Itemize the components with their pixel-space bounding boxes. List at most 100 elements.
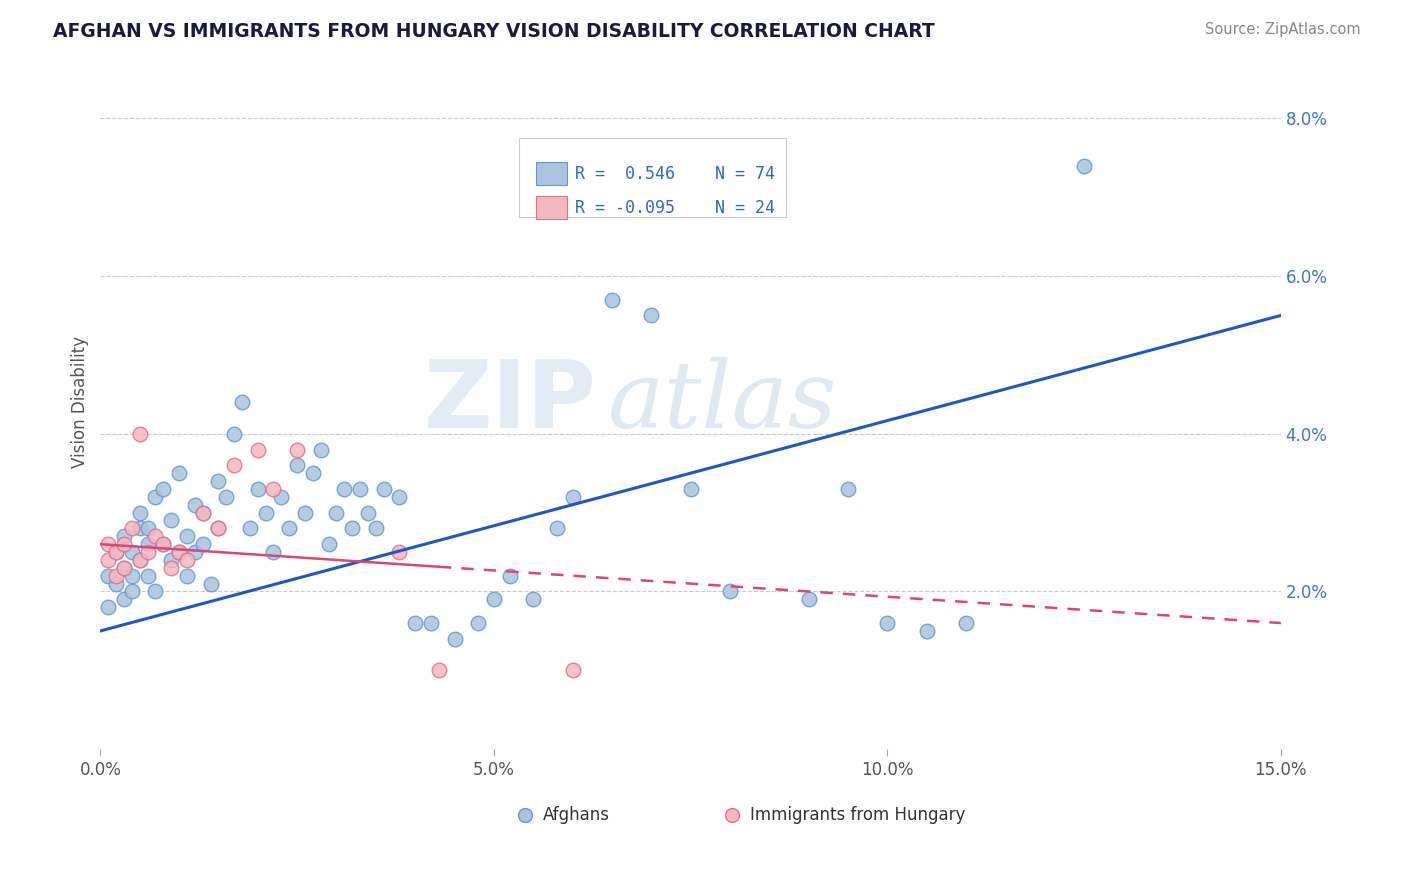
Point	[105, 568, 128, 582]
Point	[246, 482, 269, 496]
Point	[797, 592, 820, 607]
Text: Source: ZipAtlas.com: Source: ZipAtlas.com	[1205, 22, 1361, 37]
Point	[191, 506, 214, 520]
Point	[167, 466, 190, 480]
Point	[498, 568, 520, 582]
Point	[121, 584, 143, 599]
Point	[482, 592, 505, 607]
Point	[309, 442, 332, 457]
Point	[112, 592, 135, 607]
Point	[270, 490, 292, 504]
Point	[128, 553, 150, 567]
Point	[340, 521, 363, 535]
Point	[224, 426, 246, 441]
Point	[215, 490, 238, 504]
Point	[145, 584, 167, 599]
Point	[128, 426, 150, 441]
Point	[136, 545, 159, 559]
Point	[160, 561, 183, 575]
Point	[121, 521, 143, 535]
Point	[349, 482, 371, 496]
Point	[357, 506, 380, 520]
Point	[160, 514, 183, 528]
Point	[112, 537, 135, 551]
Point	[254, 506, 277, 520]
Point	[97, 568, 120, 582]
Point	[176, 529, 198, 543]
Point	[136, 537, 159, 551]
Point	[419, 615, 441, 630]
Point	[152, 537, 174, 551]
Point	[955, 615, 977, 630]
Point	[152, 482, 174, 496]
Point	[718, 584, 741, 599]
Text: Afghans: Afghans	[543, 806, 610, 824]
Point	[160, 553, 183, 567]
Y-axis label: Vision Disability: Vision Disability	[72, 336, 89, 468]
Point	[105, 576, 128, 591]
Point	[136, 521, 159, 535]
Point	[184, 498, 207, 512]
Point	[112, 529, 135, 543]
Point	[191, 506, 214, 520]
Point	[224, 458, 246, 473]
Point	[1073, 159, 1095, 173]
Point	[152, 537, 174, 551]
Point	[404, 615, 426, 630]
Point	[640, 309, 662, 323]
Point	[145, 529, 167, 543]
Point	[561, 490, 583, 504]
Point	[522, 592, 544, 607]
Point	[207, 521, 229, 535]
Point	[278, 521, 301, 535]
Text: R = -0.095    N = 24: R = -0.095 N = 24	[575, 199, 775, 217]
Point	[136, 568, 159, 582]
Text: atlas: atlas	[607, 357, 838, 447]
Point	[302, 466, 325, 480]
Point	[876, 615, 898, 630]
Point	[128, 506, 150, 520]
Point	[97, 537, 120, 551]
Point	[128, 521, 150, 535]
Point	[561, 664, 583, 678]
Text: AFGHAN VS IMMIGRANTS FROM HUNGARY VISION DISABILITY CORRELATION CHART: AFGHAN VS IMMIGRANTS FROM HUNGARY VISION…	[53, 22, 935, 41]
Point	[325, 506, 347, 520]
Point	[105, 545, 128, 559]
Text: Immigrants from Hungary: Immigrants from Hungary	[749, 806, 965, 824]
Point	[679, 482, 702, 496]
Point	[191, 537, 214, 551]
Text: ZIP: ZIP	[423, 356, 596, 448]
Point	[427, 664, 450, 678]
Point	[231, 395, 253, 409]
Point	[176, 568, 198, 582]
Point	[263, 482, 285, 496]
Point	[239, 521, 262, 535]
Point	[467, 615, 489, 630]
Point	[121, 568, 143, 582]
Point	[167, 545, 190, 559]
Point	[167, 545, 190, 559]
Point	[207, 474, 229, 488]
Point	[333, 482, 356, 496]
Point	[294, 506, 316, 520]
Text: R =  0.546    N = 74: R = 0.546 N = 74	[575, 165, 775, 183]
Point	[121, 545, 143, 559]
Point	[364, 521, 387, 535]
Point	[112, 561, 135, 575]
Point	[546, 521, 568, 535]
Point	[128, 553, 150, 567]
Point	[600, 293, 623, 307]
Point	[373, 482, 395, 496]
Point	[145, 490, 167, 504]
Point	[263, 545, 285, 559]
Point	[388, 545, 411, 559]
Point	[837, 482, 859, 496]
Point	[318, 537, 340, 551]
Point	[97, 600, 120, 615]
Point	[443, 632, 465, 646]
Point	[285, 458, 308, 473]
Point	[105, 545, 128, 559]
Point	[184, 545, 207, 559]
Point	[388, 490, 411, 504]
Point	[200, 576, 222, 591]
